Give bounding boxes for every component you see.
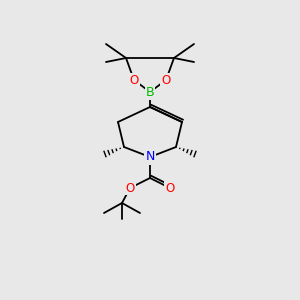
Text: O: O — [161, 74, 171, 86]
Text: O: O — [129, 74, 139, 86]
Text: O: O — [165, 182, 175, 194]
Text: O: O — [125, 182, 135, 194]
Text: N: N — [145, 151, 155, 164]
Text: B: B — [146, 85, 154, 98]
